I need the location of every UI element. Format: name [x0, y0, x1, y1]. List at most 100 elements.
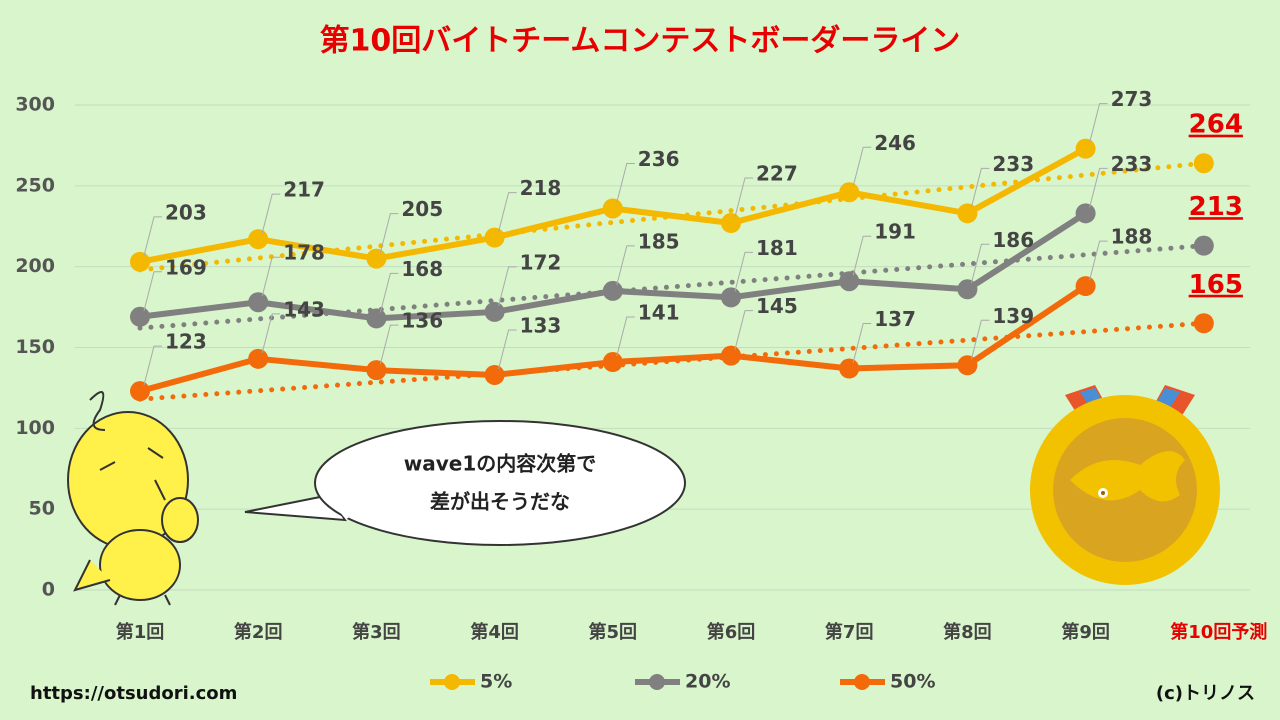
legend-marker: [649, 674, 665, 690]
bubble-text: wave1の内容次第で: [404, 452, 597, 476]
legend-label: 50%: [890, 671, 935, 693]
leader-line: [498, 266, 517, 307]
point: [130, 251, 150, 272]
point: [839, 358, 860, 379]
point: [721, 345, 741, 366]
data-label: 186: [992, 228, 1034, 252]
leader-line: [852, 323, 872, 363]
point: [1075, 203, 1096, 224]
data-label: 178: [283, 241, 325, 265]
leader-line: [261, 193, 281, 234]
leader-line: [143, 271, 162, 311]
data-label: 143: [283, 297, 325, 321]
point: [130, 306, 150, 327]
y-tick-label: 250: [15, 174, 55, 196]
x-tick-label: 第5回: [589, 621, 638, 643]
leader-line: [852, 235, 872, 276]
data-label: 218: [520, 176, 562, 200]
leader-line: [379, 324, 399, 365]
point: [1075, 276, 1096, 297]
bubble-text: 差が出そうだな: [430, 490, 570, 514]
y-tick-label: 100: [15, 417, 55, 439]
point: [248, 348, 269, 369]
data-label: 139: [992, 304, 1034, 328]
point: [957, 355, 978, 376]
trend-line: [137, 320, 1207, 402]
series-line: [139, 283, 1088, 395]
point: [602, 198, 623, 219]
legend-marker: [444, 674, 460, 690]
data-label: 137: [874, 307, 916, 331]
trend-line: [137, 243, 1207, 331]
leader-line: [498, 192, 517, 232]
leader-line: [143, 345, 162, 386]
leader-line: [616, 162, 635, 203]
data-label: 172: [520, 250, 562, 274]
x-tick-label: 第8回: [943, 621, 992, 643]
leader-line: [734, 177, 753, 218]
legend-marker: [854, 674, 870, 690]
leader-line: [970, 167, 990, 208]
data-label: 136: [401, 309, 443, 333]
leader-line: [379, 213, 399, 253]
leader-line: [1089, 167, 1108, 208]
forecast-label: 264: [1189, 110, 1243, 140]
forecast-point: [1193, 235, 1214, 256]
point: [366, 248, 387, 269]
point: [248, 229, 269, 250]
point: [366, 308, 387, 329]
legend-label: 5%: [480, 671, 512, 693]
footer-url: https://otsudori.com: [30, 683, 237, 704]
x-tick-label: 第3回: [352, 621, 401, 643]
leader-line: [852, 146, 872, 187]
leader-line: [143, 216, 162, 256]
data-label: 123: [165, 330, 207, 354]
series-line: [139, 210, 1088, 322]
forecast-point: [1193, 313, 1214, 334]
leader-line: [616, 316, 635, 357]
point: [1075, 138, 1096, 159]
point: [602, 280, 623, 301]
data-label: 233: [1111, 152, 1153, 176]
point: [721, 287, 741, 308]
forecast-label: 165: [1189, 270, 1243, 300]
y-tick-label: 200: [15, 255, 55, 277]
leader-line: [970, 243, 990, 284]
forecast-label: 213: [1189, 192, 1243, 222]
leader-line: [1089, 103, 1108, 143]
leader-line: [616, 245, 635, 286]
data-label: 246: [874, 131, 916, 155]
data-label: 205: [401, 197, 443, 221]
x-tick-label: 第2回: [234, 621, 283, 643]
x-tick-label: 第10回予測: [1170, 621, 1267, 643]
leader-line: [970, 319, 990, 360]
y-tick-label: 0: [42, 579, 55, 601]
character: [67, 391, 199, 606]
point: [602, 352, 623, 373]
point: [484, 364, 505, 385]
forecast-point: [1193, 153, 1214, 174]
leader-line: [261, 256, 281, 297]
y-tick-label: 50: [29, 498, 55, 520]
data-label: 133: [520, 313, 562, 337]
leader-line: [379, 272, 399, 313]
y-tick-label: 150: [15, 336, 55, 358]
y-tick-label: 300: [15, 94, 55, 116]
point: [130, 381, 150, 402]
data-label: 169: [165, 255, 207, 279]
point: [721, 213, 741, 234]
point: [484, 301, 505, 322]
legend-label: 20%: [685, 671, 730, 693]
data-label: 233: [992, 152, 1034, 176]
data-label: 141: [638, 301, 680, 325]
x-tick-label: 第4回: [470, 621, 519, 643]
data-label: 236: [638, 147, 680, 171]
data-label: 227: [756, 162, 798, 186]
data-label: 181: [756, 236, 798, 260]
point: [839, 271, 860, 292]
point: [248, 292, 269, 313]
point: [484, 227, 505, 248]
chart-title: 第10回バイトチームコンテストボーダーライン: [320, 24, 961, 59]
data-label: 168: [401, 257, 443, 281]
